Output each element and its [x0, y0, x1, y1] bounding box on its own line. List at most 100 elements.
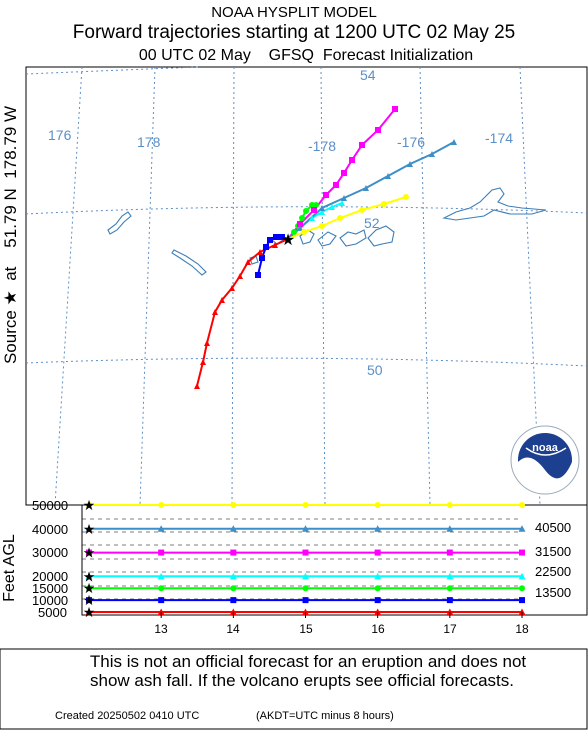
lon-label-neg178: -178: [308, 138, 336, 154]
height-point-0-1: [157, 608, 165, 615]
height-point-0-4: [374, 608, 382, 615]
height-source-star-icon-1: ★: [83, 592, 96, 608]
height-point-5-4: [374, 525, 382, 532]
right-label-13500: 13500: [535, 585, 571, 600]
lon-label-178: 178: [137, 134, 161, 150]
height-point-2-5: [446, 585, 453, 592]
height-point-6-2: [230, 502, 237, 508]
lon-label-176: 176: [48, 127, 72, 143]
height-point-3-6: [518, 572, 526, 580]
height-point-2-6: [519, 585, 525, 592]
height-tick-5000: 5000: [38, 605, 67, 620]
height-point-4-1: [158, 549, 165, 556]
height-point-3-3: [302, 572, 309, 580]
traj-magenta: [287, 108, 396, 240]
traj-red: [196, 238, 289, 387]
height-point-2-1: [158, 585, 165, 592]
disclaimer-line2: show ash fall. If the volcano erupts see…: [90, 671, 514, 690]
height-point-3-2: [229, 572, 237, 580]
coastlines: [107, 187, 547, 276]
x-tick-16: 16: [371, 622, 385, 636]
height-tick-15000: 15000: [32, 581, 68, 596]
x-tick-labels: 13 14 15 16 17 18: [154, 622, 529, 636]
height-source-star-icon-3: ★: [83, 568, 96, 584]
disclaimer-line1: This is not an official forecast for an …: [90, 652, 527, 671]
height-point-0-5: [446, 608, 454, 615]
height-source-star-icon-6: ★: [83, 497, 96, 513]
map-trajectory-markers: [194, 106, 457, 389]
height-tick-20000: 20000: [32, 569, 68, 584]
lon-label-neg176: -176: [397, 134, 425, 150]
height-point-6-4: [374, 502, 381, 508]
height-source-star-icon-4: ★: [83, 545, 96, 561]
height-point-2-4: [374, 585, 381, 592]
right-label-31500: 31500: [535, 544, 571, 559]
height-point-3-0: [85, 572, 93, 580]
lat-label-54: 54: [360, 67, 376, 83]
height-point-0-3: [302, 608, 309, 615]
height-point-4-2: [230, 549, 237, 556]
lat-label-52: 52: [364, 215, 380, 231]
height-source-star-icon-2: ★: [83, 580, 96, 596]
height-point-4-0: [86, 549, 92, 556]
height-point-6-5: [446, 502, 453, 508]
height-point-1-4: [374, 597, 381, 604]
height-point-5-1: [157, 525, 165, 532]
height-ylabel: Feet AGL: [1, 534, 18, 602]
lat-label-50: 50: [367, 362, 383, 378]
height-point-2-0: [86, 585, 92, 592]
height-source-star-icon-5: ★: [83, 521, 96, 537]
height-point-4-5: [446, 549, 453, 556]
height-point-2-3: [302, 585, 309, 592]
height-point-4-6: [519, 549, 525, 556]
disclaimer-box: [0, 648, 588, 730]
height-point-5-5: [446, 525, 454, 532]
height-point-5-3: [302, 525, 309, 532]
figure-subtitle: Forward trajectories starting at 1200 UT…: [73, 22, 515, 43]
height-point-1-6: [519, 597, 525, 604]
x-tick-17: 17: [443, 622, 457, 636]
lon-label-neg174: -174: [485, 130, 513, 146]
init-line: 00 UTC 02 May GFSQ Forecast Initializati…: [139, 47, 473, 64]
created-timestamp: Created 20250502 0410 UTC: [55, 710, 199, 722]
height-point-1-0: [86, 597, 92, 604]
height-tick-40000: 40000: [32, 522, 68, 537]
height-tick-10000: 10000: [32, 593, 68, 608]
height-point-0-2: [229, 608, 237, 615]
noaa-logo-text: noaa: [532, 442, 559, 454]
noaa-logo: noaa: [510, 425, 580, 495]
height-point-1-3: [302, 597, 309, 604]
height-point-4-4: [374, 549, 381, 556]
height-frame: [81, 504, 588, 616]
height-tick-50000: 50000: [32, 498, 68, 513]
right-label-40500: 40500: [535, 520, 571, 535]
height-point-6-1: [158, 502, 165, 508]
height-point-3-1: [157, 572, 165, 580]
timezone-note: (AKDT=UTC minus 8 hours): [256, 710, 394, 722]
height-panel: ★★★★★★★: [81, 497, 588, 620]
height-point-0-0: [85, 608, 93, 615]
height-point-6-6: [519, 502, 525, 508]
height-point-1-1: [158, 597, 165, 604]
right-label-22500: 22500: [535, 564, 571, 579]
height-point-5-6: [518, 525, 526, 532]
height-source-star-icon-0: ★: [83, 604, 96, 620]
height-point-2-2: [230, 585, 237, 592]
x-tick-14: 14: [226, 622, 240, 636]
x-tick-18: 18: [515, 622, 529, 636]
x-tick-15: 15: [299, 622, 313, 636]
height-ticks: [160, 612, 523, 618]
height-point-3-4: [374, 572, 382, 580]
source-side-label: Source ★ at 51.79 N 178.79 W: [1, 106, 20, 364]
height-point-3-5: [446, 572, 454, 580]
height-tick-30000: 30000: [32, 545, 68, 560]
figure-title: NOAA HYSPLIT MODEL: [211, 4, 377, 21]
height-point-1-5: [446, 597, 453, 604]
height-gridlines: [82, 518, 522, 600]
source-star-icon: ★: [281, 232, 295, 249]
x-tick-13: 13: [154, 622, 168, 636]
height-point-1-2: [230, 597, 237, 604]
height-left-stars: ★★★★★★★: [83, 497, 96, 620]
height-point-6-3: [302, 502, 309, 508]
